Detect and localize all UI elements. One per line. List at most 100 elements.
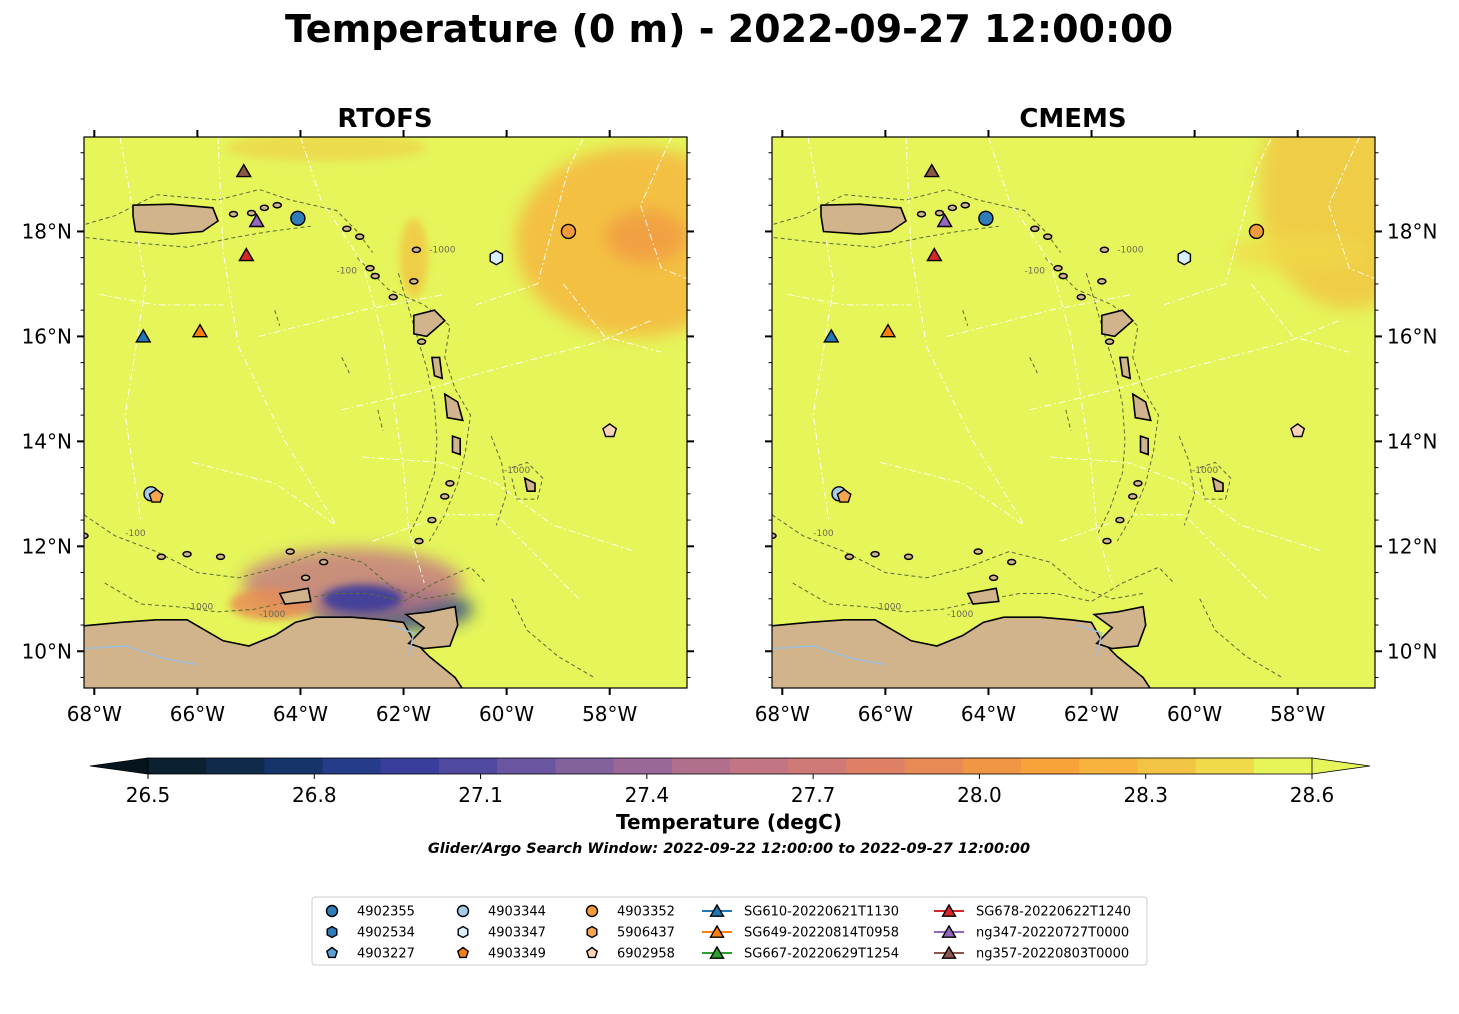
legend-item-4903352: 4903352 [585,905,675,920]
lon-tick-label: 64°W [961,702,1016,726]
land-islet [960,201,971,209]
land-islet [409,277,419,285]
lat-tick-label: 16°N [22,324,72,348]
legend-item-SG649-20220814T0958: SG649-20220814T0958 [702,924,899,941]
legend-item-ng357-20220803T0000: ng357-20220803T0000 [934,945,1129,962]
eez-boundary [300,137,425,584]
land-south-america [772,616,1151,688]
legend-item-4903347: 4903347 [457,925,546,941]
bathymetry-contour [962,310,969,327]
marker-SG610-20220621T1130 [823,328,840,343]
marker-ng357-20220803T0000 [235,163,252,178]
eez-boundary [562,283,662,353]
land-islet [988,574,999,582]
land-islet [1104,338,1115,346]
map-panel-cmems: CMEMS -100-1000-1000-100-1000-1000 68°W 6… [729,104,1438,726]
land-islet [1030,225,1040,233]
land-islet [388,293,398,301]
lat-tick-label: 12°N [22,534,72,558]
colorbar-extend-low [89,757,149,775]
contour-label: -100 [813,529,834,539]
bathymetry-contours-rtofs: -100 -1000 -1000 -100 -1000 -1000 [84,188,595,678]
land-islet [259,204,270,212]
legend-marker [709,924,725,938]
legend-marker [585,946,599,959]
bathymetry-contour [341,357,350,374]
legend-label: 4903344 [488,905,546,920]
marker-SG649-20220814T0958 [879,323,897,338]
eez-boundary [905,137,1025,526]
lat-tick-label: 12°N [1387,534,1437,558]
land-martinique [1131,392,1152,422]
bathymetry-contour [84,188,374,253]
land-islet [318,558,329,566]
temperature-feature [322,584,403,613]
land-islet [1128,493,1138,500]
colorbar-tick-label: 28.6 [1290,783,1335,807]
bathymetry-contour [490,435,508,526]
legend-label: 5906437 [617,926,675,941]
colorbar-segment [148,758,207,774]
panel-title-rtofs: RTOFS [337,104,432,134]
colorbar-outline [147,757,1313,775]
legend-marker [709,945,725,959]
panel-title-cmems: CMEMS [1019,104,1126,134]
colorbar-segment [1021,758,1080,774]
legend-item-4903227: 4903227 [325,947,415,962]
marker-ng357-20220803T0000 [923,163,940,178]
markers-rtofs [135,163,618,503]
eez-boundaries-rtofs [99,137,687,600]
eez-boundary [1050,456,1324,553]
legend-item-5906437: 5906437 [586,925,675,941]
land-puerto-rico [132,203,219,235]
colorbar-segment [264,758,324,774]
legend-item-4902355: 4902355 [325,905,415,920]
land-islet [1097,277,1107,285]
lon-tick-label: 68°W [67,702,122,726]
bathymetry-contour [397,273,438,537]
lon-tick-label: 62°W [1064,702,1119,726]
legend-label: 4902534 [357,926,415,941]
land-trinidad [1091,605,1147,650]
temperature-feature [605,210,686,263]
colorbar-tick-label: 26.8 [292,783,337,807]
land-islet [916,210,927,218]
land-islet [156,553,167,561]
land-islet [370,272,380,280]
marker-5906437 [148,488,164,503]
land-cmems [729,201,1224,688]
colorbar-segment [1137,758,1197,774]
colorbar-segment [380,758,440,774]
eez-boundary [1163,137,1273,306]
eez-boundary [362,456,636,553]
legend-label: SG678-20220622T1240 [976,905,1131,920]
eez-boundary [807,137,835,521]
land-guadeloupe [1101,309,1134,338]
contour-label: -1000 [259,610,285,620]
contour-label: -1000 [1117,245,1143,255]
legend-marker [586,925,598,939]
land-islet [215,553,226,561]
eez-boundary [119,137,147,521]
legend-marker [457,925,469,939]
river [772,645,886,666]
legend-label: SG667-20220629T1254 [744,947,899,962]
land-martinique [443,392,464,422]
land-islet [772,532,777,540]
land-islet [440,493,450,500]
land-islet [729,536,737,541]
bathymetry-contour [772,514,1144,600]
temperature-feature [515,146,687,337]
colorbar-segment [788,758,847,774]
contour-label: -100 [125,529,146,539]
land-islet [934,209,945,217]
markers-cmems [823,163,1306,503]
land-islet [1006,558,1017,566]
legend-item-SG667-20220629T1254: SG667-20220629T1254 [702,945,899,962]
land-islet [272,201,283,209]
colorbar-tick-label: 27.1 [458,783,503,807]
eez-boundary [475,137,585,306]
lon-tick-label: 66°W [170,702,225,726]
land-islet [1115,516,1125,524]
marker-4903347 [489,249,504,266]
